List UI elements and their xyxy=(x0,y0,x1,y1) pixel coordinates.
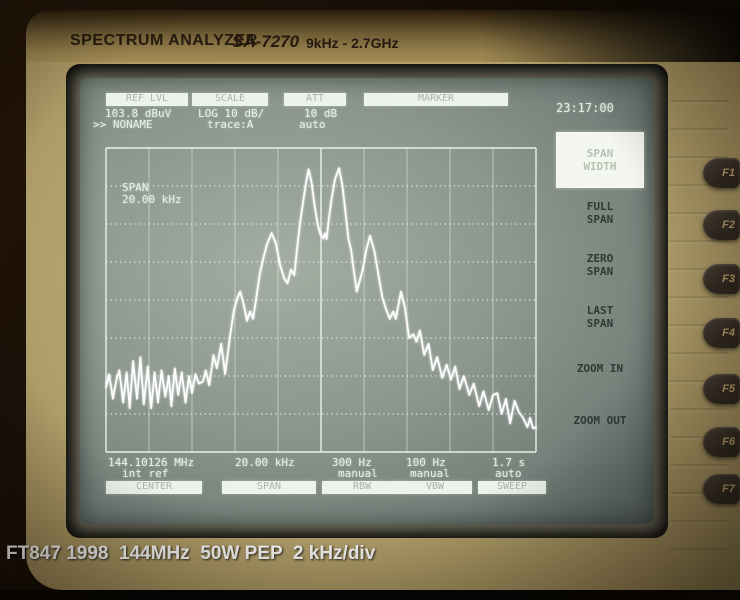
f4-button[interactable]: F4 xyxy=(703,318,740,348)
center-key-box: CENTER xyxy=(106,481,202,494)
device-frequency-range-label: 9kHz - 2.7GHz xyxy=(306,35,399,51)
trace-name-readout: >> NONAME xyxy=(93,118,153,131)
softkey-zoom-in[interactable]: ZOOM IN xyxy=(556,362,644,375)
photo-caption: FT847 1998 144MHz 50W PEP 2 kHz/div xyxy=(6,543,376,564)
clock-readout: 23:17:00 xyxy=(556,101,614,115)
softkey-label-line: ZOOM OUT xyxy=(573,414,627,427)
f1-button[interactable]: F1 xyxy=(703,158,740,188)
f2-label: F2 xyxy=(722,219,735,231)
f7-button[interactable]: F7 xyxy=(703,474,740,504)
softkey-label-line: SPAN xyxy=(586,147,614,160)
trace-label: trace:A xyxy=(207,118,254,131)
attenuation-mode: auto xyxy=(299,118,326,131)
att-box: ATT xyxy=(284,93,346,106)
f3-label: F3 xyxy=(722,273,735,285)
softkey-zoom-out[interactable]: ZOOM OUT xyxy=(556,414,644,427)
f5-button[interactable]: F5 xyxy=(703,374,740,404)
top-bezel-strip: SPECTRUM ANALYZER SA-7270 9kHz - 2.7GHz xyxy=(26,10,740,62)
f3-button[interactable]: F3 xyxy=(703,264,740,294)
softkey-label-line: SPAN xyxy=(586,265,614,278)
softkey-last-span[interactable]: LAST SPAN xyxy=(556,304,644,330)
softkey-label-line: SPAN xyxy=(586,213,614,226)
photo-bottom-edge xyxy=(0,590,740,600)
sweep-key-box: SWEEP xyxy=(478,481,546,494)
center-reference-mode: int ref xyxy=(122,467,169,480)
softkey-label-line: SPAN xyxy=(586,317,614,330)
scale-box: SCALE xyxy=(192,93,268,106)
rbw-mode: manual xyxy=(338,467,378,480)
monitor-bezel: REF LVL SCALE ATT MARKER 23:17:00 103.8 … xyxy=(26,62,740,590)
softkey-label-line: LAST xyxy=(586,304,614,317)
device-model-label: SA-7270 xyxy=(232,32,300,51)
f6-button[interactable]: F6 xyxy=(703,427,740,457)
softkey-span-width[interactable]: SPAN WIDTH xyxy=(556,132,644,188)
softkey-label-line: ZOOM IN xyxy=(576,362,624,375)
vbw-mode: manual xyxy=(410,467,450,480)
crt-screen: REF LVL SCALE ATT MARKER 23:17:00 103.8 … xyxy=(80,78,654,524)
photo-shadow xyxy=(480,10,740,62)
span-annotation-value: 20.00 kHz xyxy=(122,193,182,206)
softkey-full-span[interactable]: FULL SPAN xyxy=(556,200,644,226)
sweep-mode: auto xyxy=(495,467,522,480)
span-value: 20.00 kHz xyxy=(235,456,295,469)
vbw-key-box: VBW xyxy=(398,481,472,494)
marker-box: MARKER xyxy=(364,93,508,106)
ref-lvl-box: REF LVL xyxy=(106,93,188,106)
f7-label: F7 xyxy=(722,483,735,495)
f4-label: F4 xyxy=(722,327,735,339)
f6-label: F6 xyxy=(722,436,735,448)
softkey-label-line: ZERO xyxy=(586,252,614,265)
span-key-box: SPAN xyxy=(222,481,316,494)
device-brand-label: SPECTRUM ANALYZER xyxy=(70,32,258,49)
f1-label: F1 xyxy=(722,167,735,179)
rbw-key-box: RBW xyxy=(322,481,402,494)
f2-button[interactable]: F2 xyxy=(703,210,740,240)
softkey-zero-span[interactable]: ZERO SPAN xyxy=(556,252,644,278)
crt-recess-frame: REF LVL SCALE ATT MARKER 23:17:00 103.8 … xyxy=(66,64,668,538)
f5-label: F5 xyxy=(722,383,735,395)
softkey-label-line: FULL xyxy=(586,200,614,213)
softkey-label-line: WIDTH xyxy=(583,160,617,173)
